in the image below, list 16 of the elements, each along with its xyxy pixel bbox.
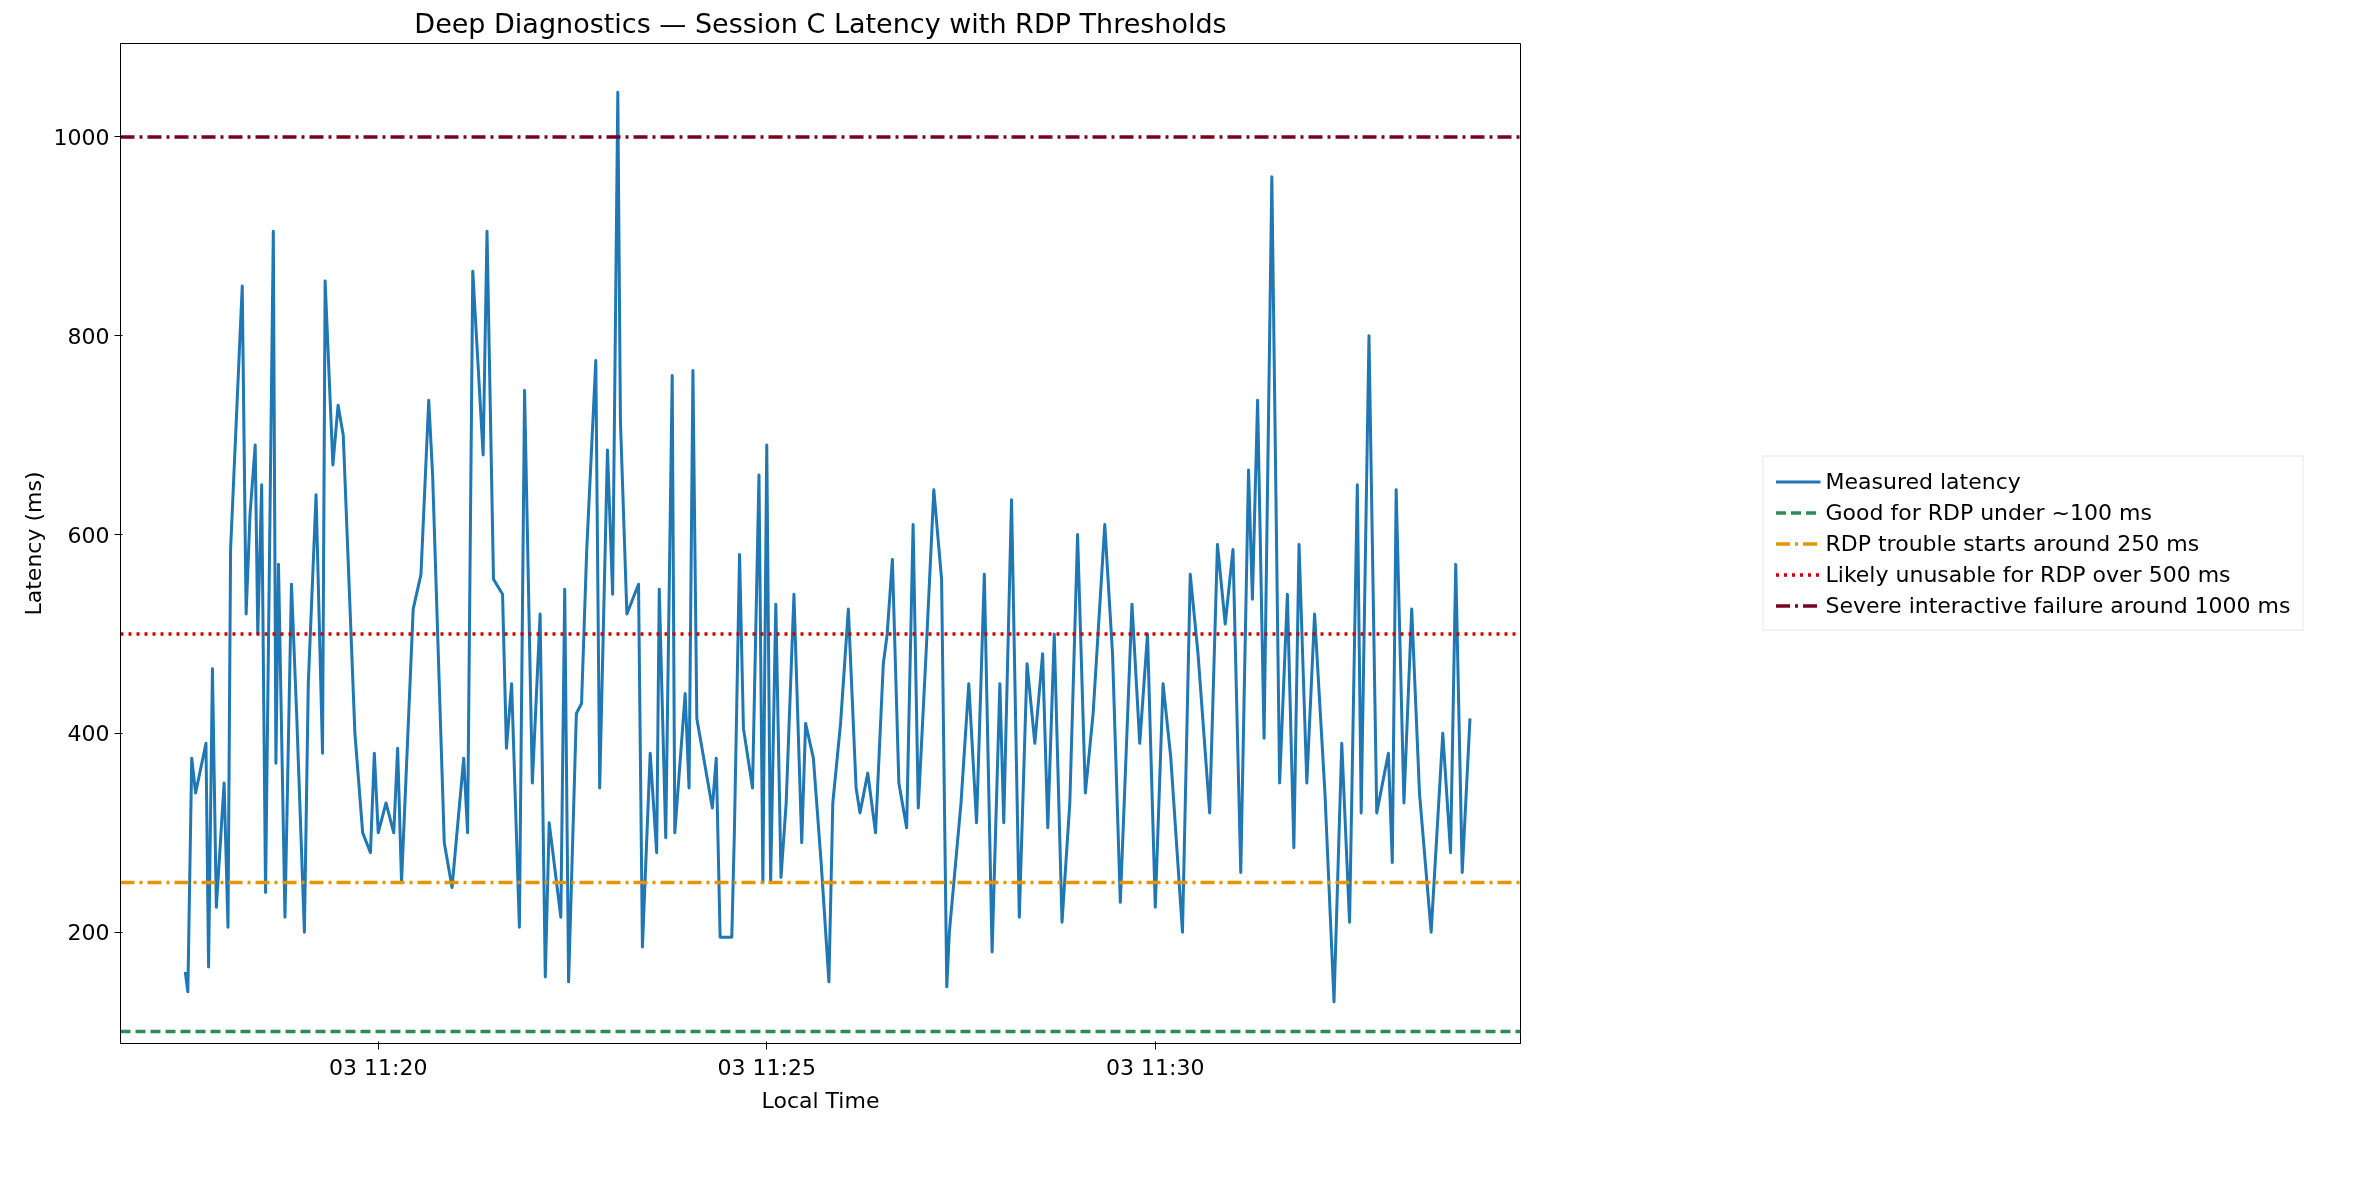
legend-label: RDP trouble starts around 250 ms <box>1825 530 2200 556</box>
x-tick-label: 03 11:25 <box>717 1054 816 1080</box>
y-tick-label: 200 <box>67 920 110 946</box>
legend-label: Likely unusable for RDP over 500 ms <box>1825 561 2231 587</box>
y-tick-label: 400 <box>67 721 110 747</box>
legend-label: Measured latency <box>1825 468 2021 494</box>
legend-label: Severe interactive failure around 1000 ms <box>1825 592 2291 618</box>
y-tick-label: 600 <box>67 522 110 548</box>
x-axis-title: Local Time <box>761 1087 880 1113</box>
y-tick-label: 1000 <box>53 124 110 150</box>
chart-title: Deep Diagnostics — Session C Latency with RDP Thresholds <box>414 7 1227 39</box>
y-axis-title: Latency (ms) <box>20 471 46 616</box>
x-tick-label: 03 11:20 <box>329 1054 428 1080</box>
y-tick-label: 800 <box>67 323 110 349</box>
x-tick-label: 03 11:30 <box>1106 1054 1205 1080</box>
legend-label: Good for RDP under ~100 ms <box>1825 499 2152 525</box>
